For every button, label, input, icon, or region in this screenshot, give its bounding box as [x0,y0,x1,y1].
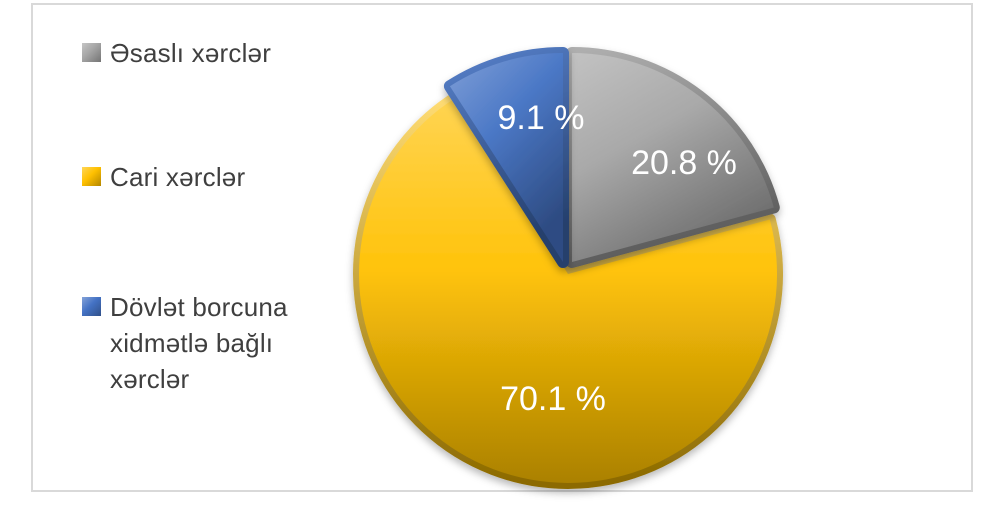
legend-label: Əsaslı xərclər [110,38,272,68]
legend-swatch-blue [82,297,101,316]
legend-swatch-gold [82,167,101,186]
legend-label: Dövlət borcuna xidmətlə bağlı xərclər [110,292,288,394]
pie-slice-face [359,98,778,483]
pie-data-label-0: 20.8 % [631,144,737,182]
pie-data-label-2: 9.1 % [498,99,585,137]
legend-item-esasli-xercler: Əsaslı xərclər [82,35,271,71]
legend-item-dovlet-borcuna: Dövlət borcuna xidmətlə bağlı xərclər [82,289,310,397]
legend-swatch-gray [82,43,101,62]
pie-slice-1 [353,92,783,489]
legend-item-cari-xercler: Cari xərclər [82,159,245,195]
pie-slice-2 [443,46,569,268]
legend-label: Cari xərclər [110,162,246,192]
pie-slice-face [449,52,563,263]
pie-data-label-1: 70.1 % [500,380,606,418]
pie-slice-face [572,52,774,262]
pie-slice-0 [566,47,780,268]
